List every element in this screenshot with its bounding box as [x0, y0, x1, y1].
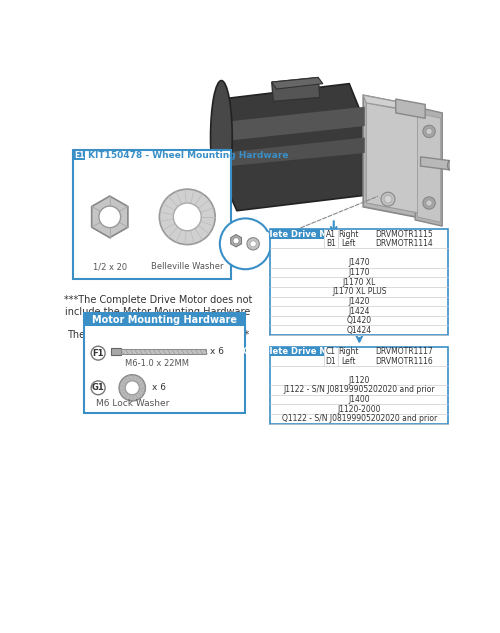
- Text: DRVMOTR1117: DRVMOTR1117: [375, 347, 433, 356]
- Text: Complete Drive Motors: Complete Drive Motors: [242, 347, 352, 356]
- Text: x 6: x 6: [210, 347, 224, 356]
- Text: Q1420: Q1420: [347, 316, 372, 325]
- Text: KIT150478 - Wheel Mounting Hardware: KIT150478 - Wheel Mounting Hardware: [88, 151, 288, 160]
- Text: Right: Right: [338, 347, 358, 356]
- Text: J1170 XL: J1170 XL: [342, 278, 376, 287]
- Text: J1420: J1420: [348, 297, 370, 306]
- Bar: [120, 349, 206, 354]
- Text: Right: Right: [338, 230, 358, 239]
- Text: J1120: J1120: [348, 376, 370, 385]
- Polygon shape: [420, 157, 450, 170]
- Text: Motor Mounting Hardware: Motor Mounting Hardware: [92, 315, 238, 325]
- Text: D1: D1: [326, 356, 336, 365]
- Text: 1/2 x 20: 1/2 x 20: [92, 263, 127, 272]
- Text: F1: F1: [92, 349, 104, 358]
- Text: C1: C1: [326, 347, 336, 356]
- FancyBboxPatch shape: [84, 313, 245, 413]
- Polygon shape: [366, 103, 419, 213]
- Circle shape: [91, 381, 105, 395]
- Circle shape: [250, 241, 256, 247]
- Circle shape: [220, 218, 271, 269]
- Circle shape: [91, 346, 105, 360]
- Text: DRVMOTR1114: DRVMOTR1114: [375, 239, 433, 248]
- FancyBboxPatch shape: [72, 150, 232, 279]
- Text: E1: E1: [74, 151, 85, 160]
- Polygon shape: [396, 99, 425, 118]
- Text: A1: A1: [326, 230, 336, 239]
- Text: DRVMOTR1116: DRVMOTR1116: [375, 356, 433, 365]
- Text: J1170: J1170: [348, 268, 370, 277]
- Ellipse shape: [210, 80, 232, 194]
- Polygon shape: [415, 107, 442, 226]
- Circle shape: [426, 200, 432, 206]
- Circle shape: [99, 206, 120, 228]
- FancyBboxPatch shape: [74, 150, 85, 160]
- Polygon shape: [222, 107, 365, 141]
- FancyBboxPatch shape: [270, 229, 324, 239]
- Circle shape: [426, 128, 432, 134]
- Text: DRVMOTR1115: DRVMOTR1115: [375, 230, 433, 239]
- Text: Q1424: Q1424: [347, 326, 372, 335]
- Circle shape: [423, 197, 436, 209]
- Circle shape: [423, 125, 436, 137]
- Text: M6 Lock Washer: M6 Lock Washer: [96, 399, 169, 408]
- Polygon shape: [272, 77, 323, 89]
- Text: Left: Left: [341, 356, 355, 365]
- Circle shape: [384, 196, 392, 203]
- Circle shape: [174, 203, 201, 231]
- Polygon shape: [222, 84, 365, 211]
- Polygon shape: [363, 95, 423, 218]
- Polygon shape: [92, 196, 128, 237]
- Circle shape: [160, 189, 215, 244]
- Text: B1: B1: [326, 239, 336, 248]
- Polygon shape: [363, 95, 425, 113]
- FancyBboxPatch shape: [84, 313, 245, 326]
- Circle shape: [126, 381, 139, 395]
- Text: Q1122 - S/N J08199905202020 and prior: Q1122 - S/N J08199905202020 and prior: [282, 415, 437, 423]
- Text: x 6: x 6: [152, 384, 166, 392]
- Polygon shape: [272, 77, 320, 101]
- Circle shape: [233, 237, 239, 244]
- Text: Belleville Washer: Belleville Washer: [151, 263, 224, 272]
- Ellipse shape: [448, 161, 452, 170]
- Text: M6-1.0 x 22MM: M6-1.0 x 22MM: [125, 359, 189, 368]
- FancyBboxPatch shape: [270, 347, 324, 356]
- Text: Complete Drive Motors: Complete Drive Motors: [242, 230, 352, 239]
- Text: J1424: J1424: [348, 306, 370, 315]
- Text: J1470: J1470: [348, 258, 370, 267]
- FancyBboxPatch shape: [270, 347, 448, 423]
- Text: Left: Left: [341, 239, 355, 248]
- Text: J1122 - S/N J08199905202020 and prior: J1122 - S/N J08199905202020 and prior: [284, 385, 435, 394]
- Circle shape: [119, 375, 146, 401]
- Circle shape: [381, 192, 395, 206]
- Polygon shape: [418, 113, 440, 222]
- Text: J1400: J1400: [348, 395, 370, 404]
- Text: J1120-2000: J1120-2000: [338, 404, 381, 414]
- Text: G1: G1: [92, 384, 104, 392]
- Circle shape: [247, 237, 260, 250]
- Polygon shape: [222, 137, 365, 167]
- Text: ***The Complete Drive Motor does not
include the Motor Mounting Hardware
or Whee: ***The Complete Drive Motor does not inc…: [64, 296, 252, 340]
- Polygon shape: [230, 235, 241, 247]
- Bar: [112, 348, 120, 356]
- FancyBboxPatch shape: [270, 229, 448, 335]
- Text: J1170 XL PLUS: J1170 XL PLUS: [332, 287, 386, 296]
